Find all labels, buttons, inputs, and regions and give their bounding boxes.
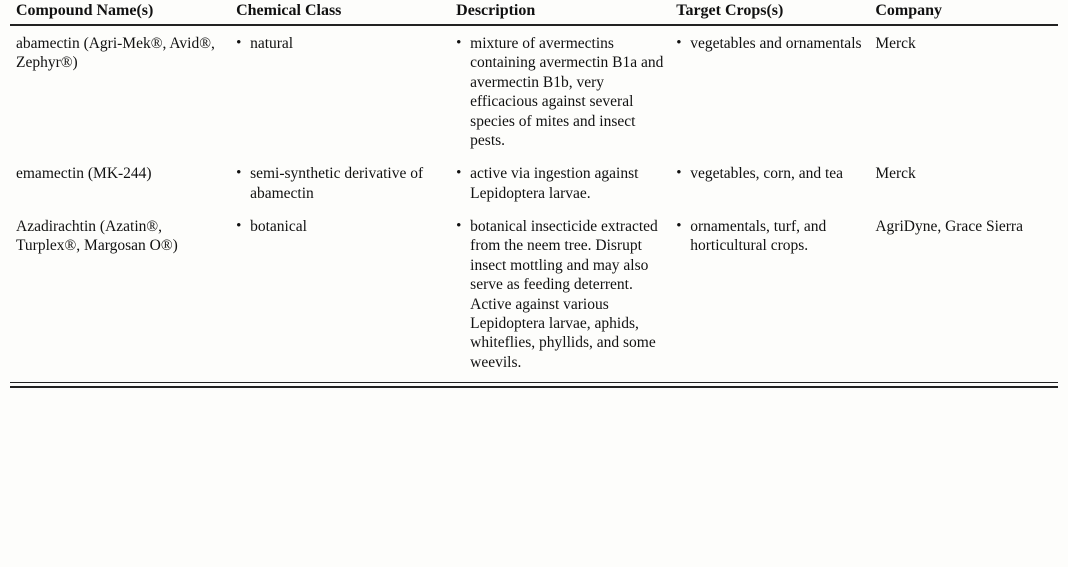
bullet-icon: • — [676, 217, 690, 236]
compound-name: emamectin (MK-244) — [16, 164, 224, 183]
col-header-description: Description — [450, 0, 670, 25]
bullet-icon: • — [236, 217, 250, 236]
col-header-target-crops: Target Crops(s) — [670, 0, 869, 25]
table-body: abamectin (Agri-Mek®, Avid®, Zephyr®) • … — [10, 25, 1058, 378]
bullet-icon: • — [676, 164, 690, 183]
company: Merck — [875, 34, 1052, 53]
company: AgriDyne, Grace Sierra — [875, 217, 1052, 236]
bullet-icon: • — [676, 34, 690, 53]
description: active via ingestion against Lepidoptera… — [470, 164, 664, 203]
chemical-class: natural — [250, 34, 444, 53]
table-row: Azadirachtin (Azatin®, Turplex®, Margosa… — [10, 209, 1058, 378]
compound-name: abamectin (Agri-Mek®, Avid®, Zephyr®) — [16, 34, 224, 73]
compounds-table: Compound Name(s) Chemical Class Descript… — [10, 0, 1058, 378]
bullet-icon: • — [456, 217, 470, 236]
bullet-icon: • — [236, 34, 250, 53]
target-crops: ornamentals, turf, and horticultural cro… — [690, 217, 863, 256]
bullet-icon: • — [456, 34, 470, 53]
page-container: Compound Name(s) Chemical Class Descript… — [0, 0, 1068, 388]
table-row: abamectin (Agri-Mek®, Avid®, Zephyr®) • … — [10, 25, 1058, 156]
target-crops: vegetables, corn, and tea — [690, 164, 863, 183]
description: mixture of avermectins containing averme… — [470, 34, 664, 150]
bullet-icon: • — [456, 164, 470, 183]
compound-name: Azadirachtin (Azatin®, Turplex®, Margosa… — [16, 217, 224, 256]
target-crops: vegetables and ornamentals — [690, 34, 863, 53]
table-bottom-double-rule — [10, 382, 1058, 388]
chemical-class: botanical — [250, 217, 444, 236]
chemical-class: semi-synthetic derivative of abamectin — [250, 164, 444, 203]
description: botanical insecticide extracted from the… — [470, 217, 664, 372]
col-header-chemical-class: Chemical Class — [230, 0, 450, 25]
table-row: emamectin (MK-244) • semi-synthetic deri… — [10, 156, 1058, 209]
table-header: Compound Name(s) Chemical Class Descript… — [10, 0, 1058, 25]
col-header-compound: Compound Name(s) — [10, 0, 230, 25]
company: Merck — [875, 164, 1052, 183]
col-header-company: Company — [869, 0, 1058, 25]
bullet-icon: • — [236, 164, 250, 183]
